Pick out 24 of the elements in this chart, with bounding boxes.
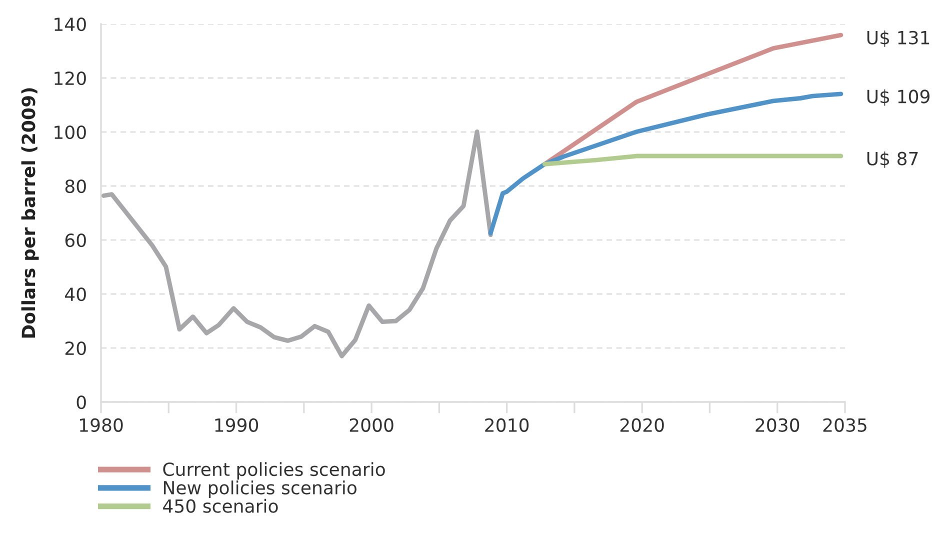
legend-label: 450 scenario [163,498,278,513]
x-tick-label: 1980 [80,418,123,432]
y-tick-label: 60 [65,233,86,248]
y-axis-title: Dollars per barrel (2009) [21,88,39,338]
legend-label: New policies scenario [164,480,356,498]
y-tick-label: 20 [65,341,86,356]
y-tick-label: 40 [65,287,86,302]
x-tick-label: 2010 [485,418,529,432]
y-tick-label: 140 [54,17,86,32]
x-tick-label: 2035 [823,418,866,432]
text: U$ 131 [867,30,930,47]
y-tick-label: 80 [65,179,86,194]
line-series [488,92,844,236]
x-tick-label: 2030 [756,418,800,432]
x-tick-label: 2000 [350,418,394,432]
y-tick-label: 0 [76,395,86,410]
legend-label: Current policies scenario [163,462,385,480]
x-tick-label: 2020 [620,418,664,432]
text: U$ 109 [867,89,930,106]
line-series [101,130,493,358]
x-tick-label: 1990 [215,418,258,432]
y-tick-label: 100 [54,125,86,140]
text: U$ 87 [867,151,918,168]
y-tick-label: 120 [54,71,86,86]
